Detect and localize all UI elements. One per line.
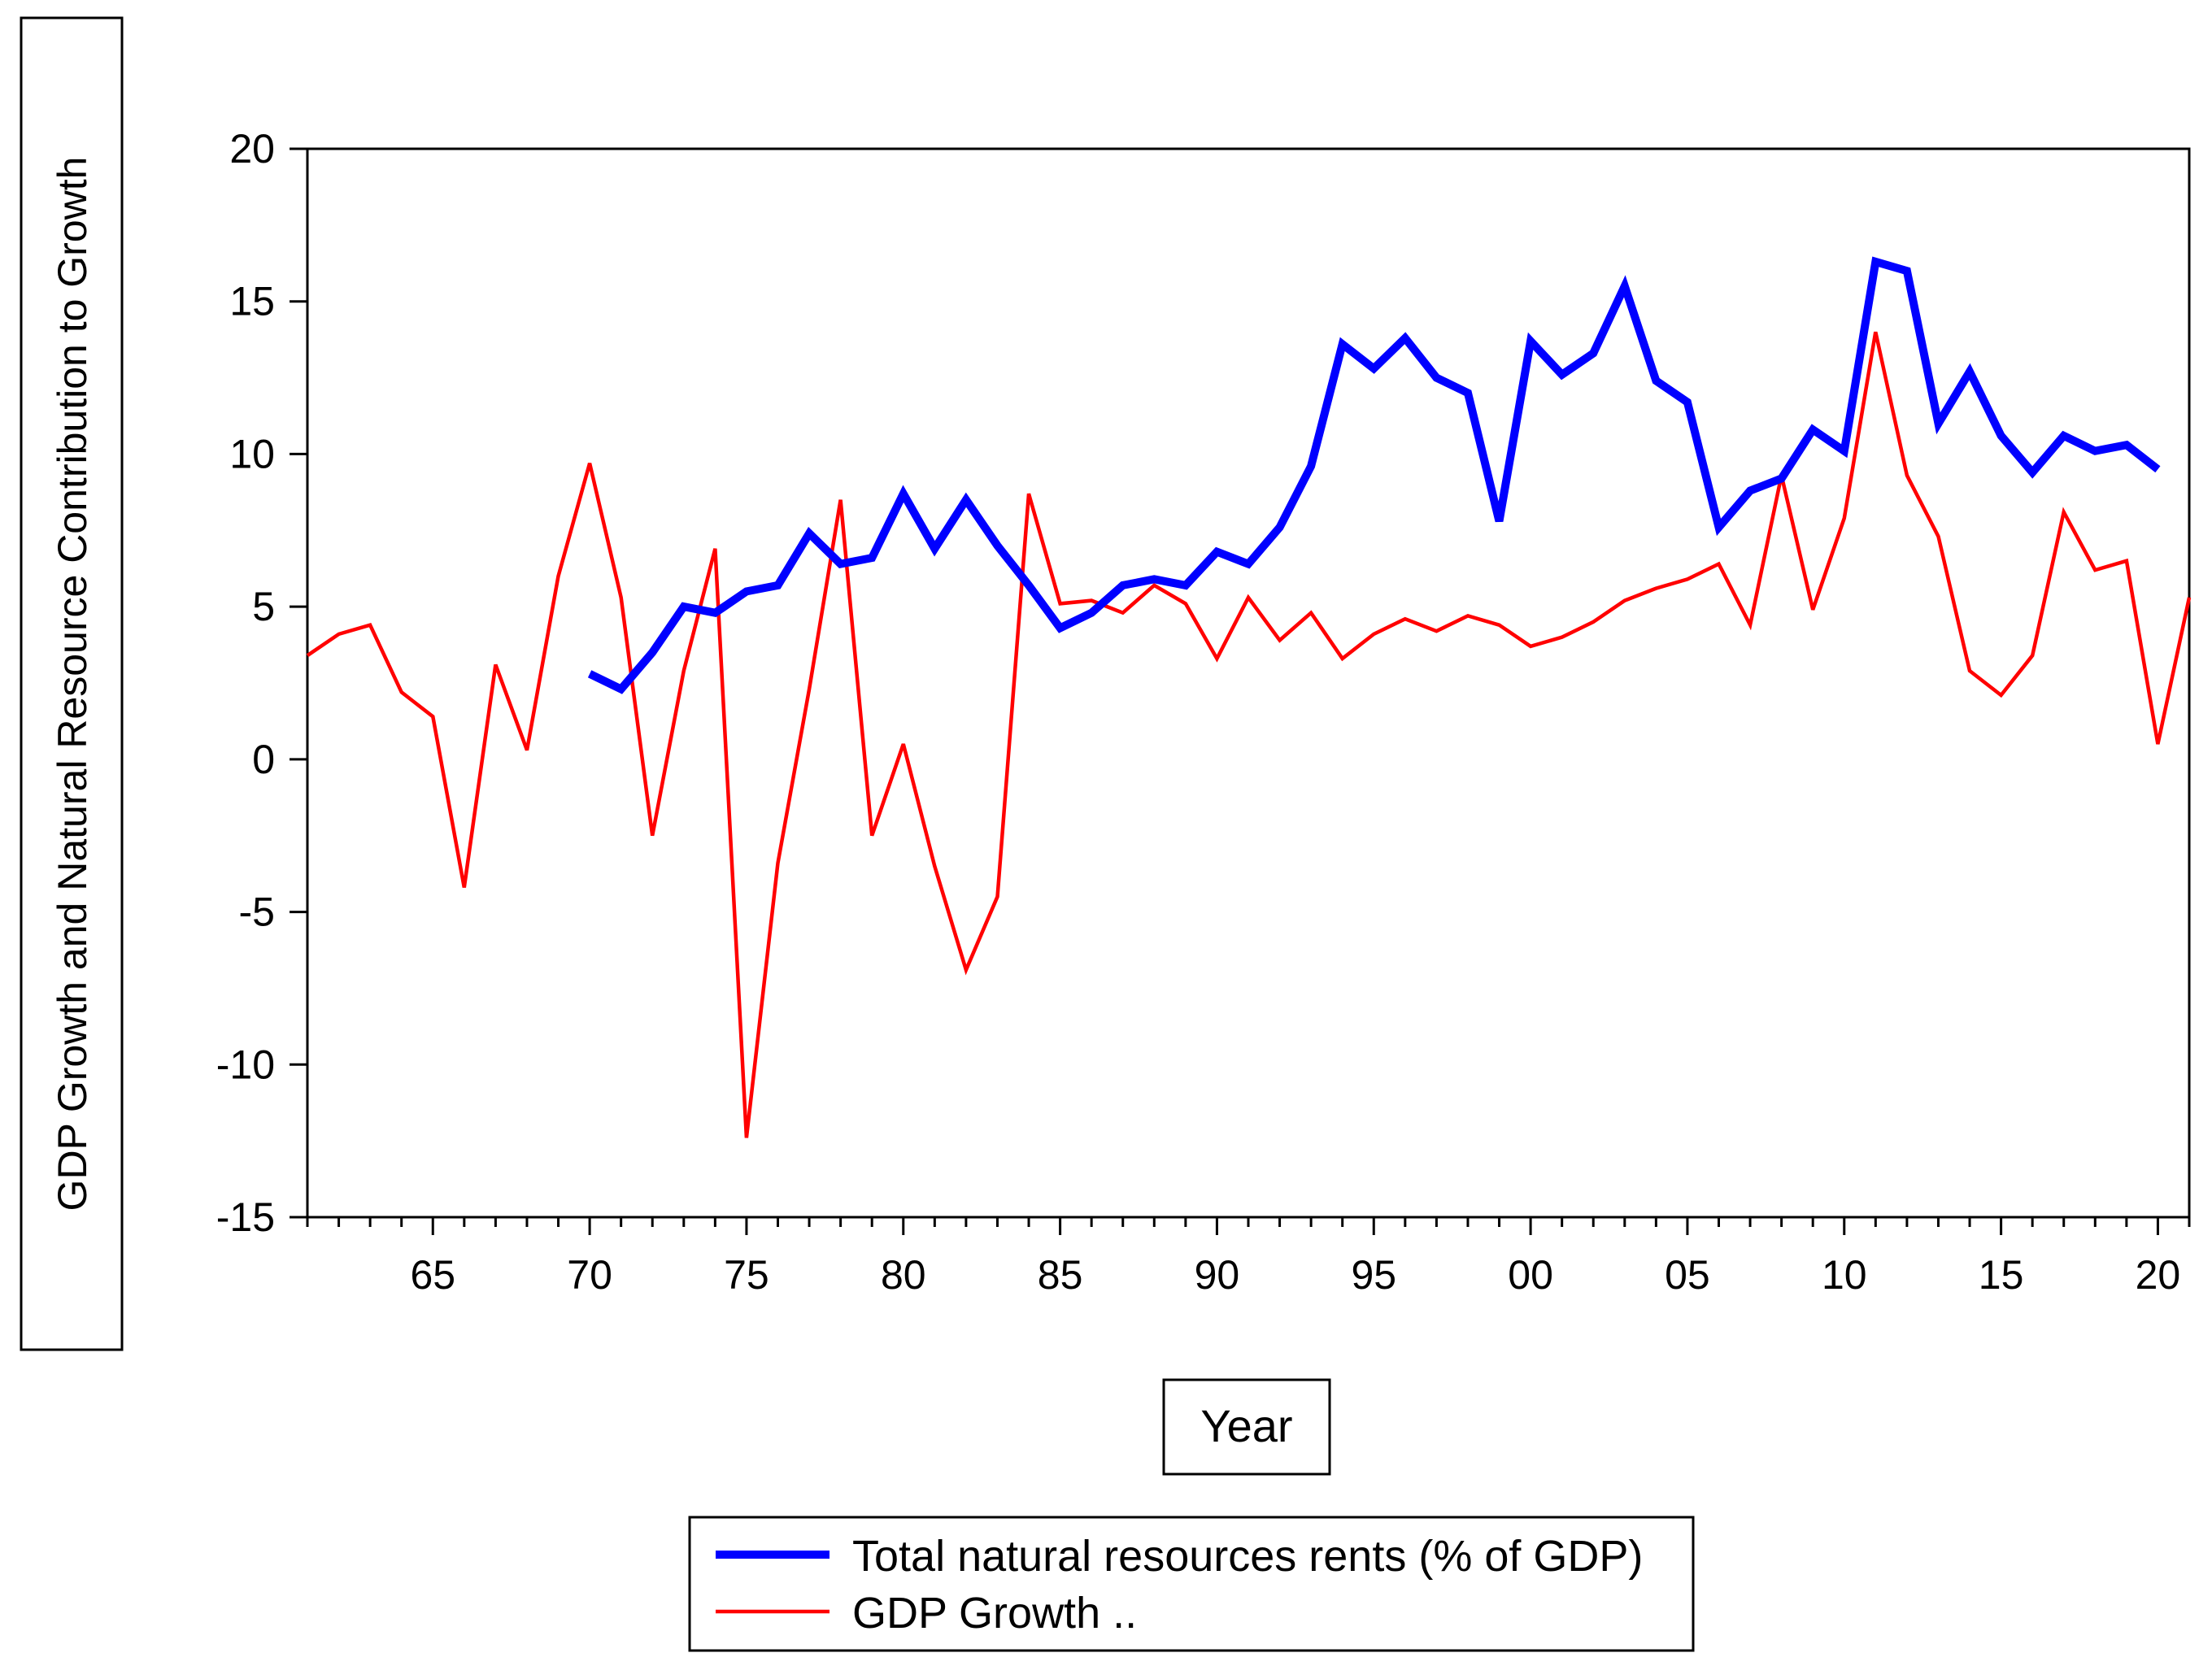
y-tick-label: -15 [216, 1194, 275, 1240]
y-axis-title-box [20, 16, 124, 1351]
y-tick-label: 15 [229, 279, 275, 324]
plot-frame [306, 147, 2191, 1219]
x-tick-label: 75 [724, 1252, 769, 1298]
legend-label-gdp-growth: GDP Growth .. [852, 1589, 1137, 1638]
x-axis: 65 70 75 80 85 90 95 00 05 10 15 20 [306, 1217, 2191, 1298]
x-tick-label: 05 [1665, 1252, 1710, 1298]
x-tick-label: 20 [2136, 1252, 2181, 1298]
y-axis-title: GDP Growth and Natural Resource Contribu… [50, 157, 95, 1211]
series-line-resources-rents [587, 256, 2161, 694]
y-tick-label: -5 [239, 890, 275, 935]
y-tick-label: 10 [229, 431, 275, 476]
x-axis-title: Year [1200, 1400, 1292, 1451]
x-tick-label: 95 [1351, 1252, 1396, 1298]
x-tick-label: 10 [1822, 1252, 1867, 1298]
y-tick-label: 5 [252, 584, 275, 629]
y-axis: 20 15 10 5 0 -5 -10 -15 [216, 126, 307, 1240]
y-tick-label: -10 [216, 1042, 275, 1087]
x-tick-label: 80 [881, 1252, 926, 1298]
series-line-gdp-growth [306, 331, 2192, 1138]
legend [688, 1516, 1695, 1652]
y-tick-label: 20 [229, 126, 275, 172]
series-group [306, 256, 2192, 1138]
x-axis-title-box [1162, 1378, 1331, 1476]
y-tick-label: 0 [252, 737, 275, 782]
x-tick-label: 15 [1979, 1252, 2024, 1298]
x-tick-label: 65 [410, 1252, 455, 1298]
x-tick-label: 90 [1195, 1252, 1240, 1298]
legend-label-resources-rents: Total natural resources rents (% of GDP) [852, 1532, 1643, 1581]
x-tick-label: 00 [1508, 1252, 1553, 1298]
x-tick-label: 85 [1038, 1252, 1083, 1298]
x-tick-label: 70 [567, 1252, 612, 1298]
